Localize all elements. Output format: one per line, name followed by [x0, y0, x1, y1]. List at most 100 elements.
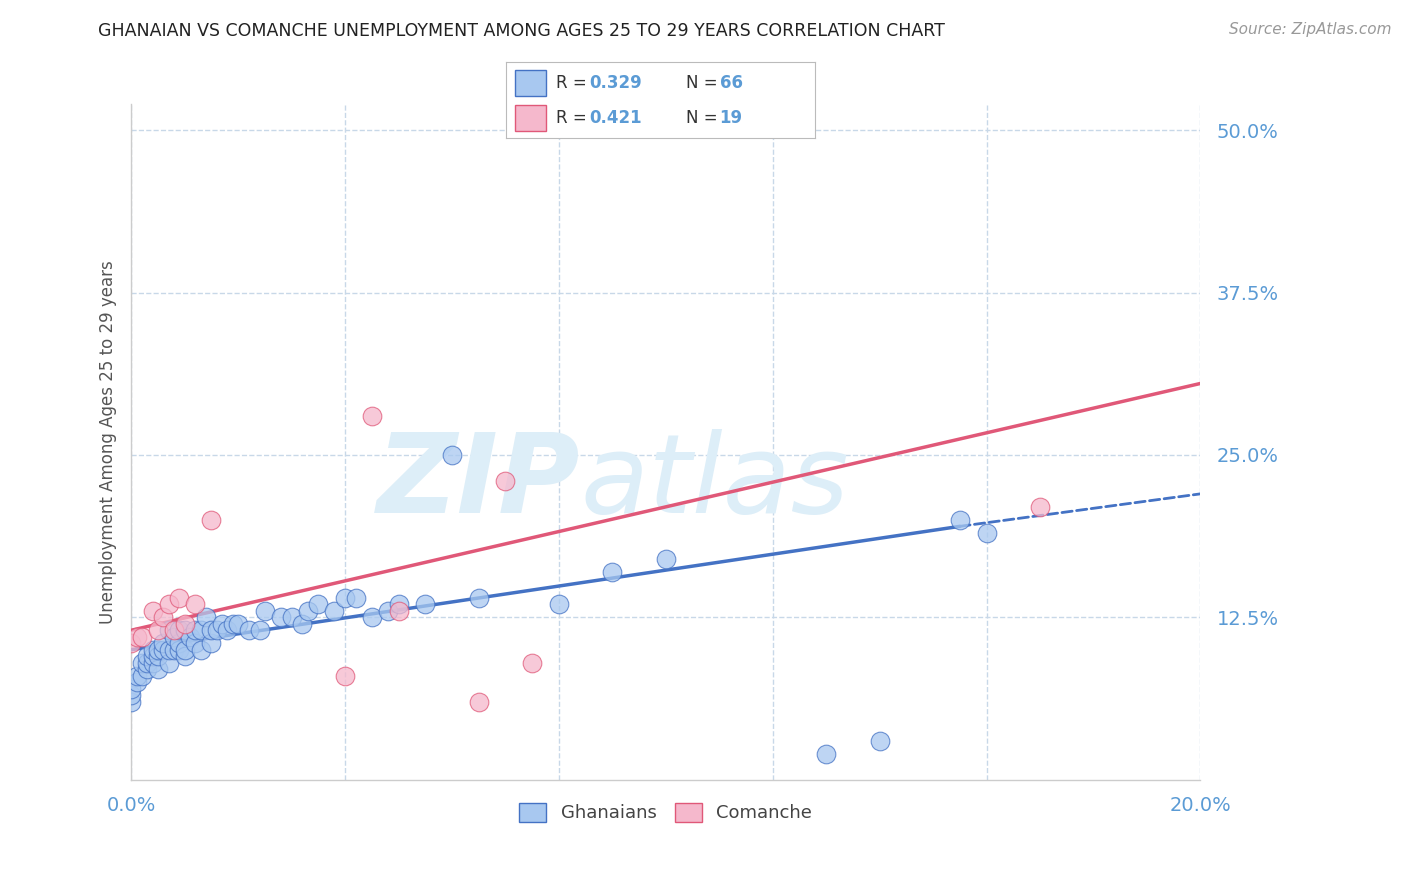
Point: [136, 656, 159, 670]
Point: [152, 636, 174, 650]
Point: [360, 409, 382, 423]
Point: [280, 610, 302, 624]
Point: [152, 610, 174, 624]
Text: atlas: atlas: [581, 429, 849, 536]
Legend: Ghanaians, Comanche: Ghanaians, Comanche: [510, 794, 821, 831]
Point: [184, 624, 207, 638]
Point: [184, 636, 207, 650]
Point: [238, 624, 260, 638]
Point: [184, 597, 207, 611]
Point: [253, 604, 276, 618]
Point: [131, 669, 153, 683]
Point: [495, 474, 517, 488]
Point: [291, 616, 314, 631]
Point: [169, 624, 191, 638]
Point: [131, 656, 153, 670]
Text: ZIP: ZIP: [377, 429, 581, 536]
Point: [200, 624, 222, 638]
Point: [1029, 500, 1052, 514]
Point: [179, 630, 201, 644]
Point: [467, 591, 489, 605]
Point: [136, 662, 159, 676]
Text: R =: R =: [555, 109, 592, 127]
Point: [344, 591, 367, 605]
Point: [323, 604, 346, 618]
Point: [157, 656, 180, 670]
Point: [157, 624, 180, 638]
Point: [142, 656, 165, 670]
Point: [157, 642, 180, 657]
Point: [173, 642, 195, 657]
Point: [522, 656, 544, 670]
Point: [949, 513, 972, 527]
Point: [815, 747, 838, 761]
Point: [217, 624, 239, 638]
Point: [157, 597, 180, 611]
Point: [387, 604, 409, 618]
Point: [169, 636, 191, 650]
Point: [169, 642, 191, 657]
Point: [163, 642, 186, 657]
Point: [190, 642, 212, 657]
Point: [142, 604, 165, 618]
Point: [333, 669, 356, 683]
Point: [869, 733, 891, 747]
Point: [440, 448, 463, 462]
Point: [152, 642, 174, 657]
Point: [195, 610, 218, 624]
Point: [602, 565, 624, 579]
Point: [120, 688, 142, 702]
Text: GHANAIAN VS COMANCHE UNEMPLOYMENT AMONG AGES 25 TO 29 YEARS CORRELATION CHART: GHANAIAN VS COMANCHE UNEMPLOYMENT AMONG …: [98, 22, 945, 40]
Point: [146, 642, 169, 657]
Point: [976, 525, 998, 540]
Text: N =: N =: [686, 109, 723, 127]
Text: N =: N =: [686, 74, 723, 92]
Point: [136, 649, 159, 664]
Point: [205, 624, 228, 638]
Point: [173, 649, 195, 664]
Point: [200, 513, 222, 527]
Point: [222, 616, 245, 631]
Text: Source: ZipAtlas.com: Source: ZipAtlas.com: [1229, 22, 1392, 37]
Point: [120, 681, 142, 696]
Point: [413, 597, 436, 611]
Point: [173, 616, 195, 631]
Text: 19: 19: [720, 109, 742, 127]
Point: [307, 597, 329, 611]
Point: [146, 662, 169, 676]
Y-axis label: Unemployment Among Ages 25 to 29 years: Unemployment Among Ages 25 to 29 years: [100, 260, 117, 624]
Point: [297, 604, 319, 618]
Point: [226, 616, 249, 631]
Text: 0.329: 0.329: [589, 74, 643, 92]
Text: R =: R =: [555, 74, 592, 92]
Point: [655, 551, 678, 566]
Point: [131, 630, 153, 644]
Point: [120, 636, 142, 650]
Point: [125, 675, 148, 690]
Point: [211, 616, 233, 631]
Point: [125, 630, 148, 644]
Point: [120, 695, 142, 709]
FancyBboxPatch shape: [516, 105, 547, 130]
Point: [146, 624, 169, 638]
Point: [270, 610, 292, 624]
Point: [146, 649, 169, 664]
Point: [173, 624, 195, 638]
Point: [163, 624, 186, 638]
FancyBboxPatch shape: [516, 70, 547, 95]
Text: 66: 66: [720, 74, 742, 92]
Point: [125, 669, 148, 683]
Point: [169, 591, 191, 605]
Point: [142, 642, 165, 657]
Point: [190, 624, 212, 638]
Point: [360, 610, 382, 624]
Point: [333, 591, 356, 605]
Point: [548, 597, 571, 611]
Point: [387, 597, 409, 611]
Point: [249, 624, 271, 638]
Point: [467, 695, 489, 709]
Point: [200, 636, 222, 650]
Point: [377, 604, 399, 618]
Point: [142, 649, 165, 664]
Point: [163, 630, 186, 644]
